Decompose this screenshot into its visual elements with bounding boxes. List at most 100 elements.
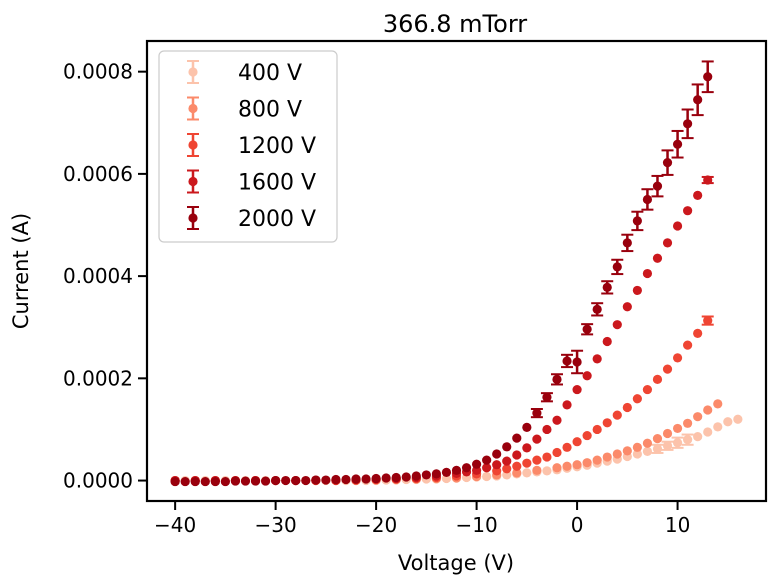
data-point [301, 475, 311, 486]
data-point [683, 206, 693, 216]
data-point [632, 216, 642, 226]
data-point [703, 405, 713, 415]
y-tick-label: 0.0008 [63, 60, 133, 84]
y-tick-label: 0.0006 [63, 162, 133, 186]
data-point [733, 414, 743, 424]
data-point [512, 468, 522, 478]
data-point [180, 476, 190, 487]
data-point [642, 446, 653, 457]
plot-frame [145, 39, 768, 503]
data-point [471, 459, 482, 469]
data-point [622, 446, 632, 456]
data-point [522, 458, 532, 468]
data-point [240, 476, 251, 486]
data-point [210, 476, 220, 487]
legend-label: 2000 V [238, 207, 316, 232]
data-point [230, 476, 241, 486]
data-point [683, 340, 693, 350]
data-point [632, 285, 642, 296]
y-tick-label: 0.0004 [63, 264, 133, 288]
data-point [683, 435, 693, 445]
legend: 400 V 800 V 1200 V 1600 V 2000 V [158, 50, 338, 243]
data-point [461, 463, 472, 473]
data-point [612, 410, 622, 420]
data-point [291, 475, 301, 486]
data-point [703, 427, 713, 437]
data-point [632, 442, 642, 452]
data-point [532, 434, 542, 444]
data-point [572, 357, 582, 367]
data-point [693, 432, 703, 442]
data-point [502, 456, 512, 466]
series-1200-v [170, 315, 714, 486]
data-point [371, 473, 381, 484]
data-point [652, 253, 663, 263]
data-point [381, 473, 391, 483]
legend-item: 2000 V [187, 206, 316, 232]
data-point [612, 320, 622, 330]
data-point [713, 399, 723, 409]
data-point [572, 384, 582, 395]
data-point [592, 354, 602, 364]
data-point [170, 476, 180, 487]
data-point [713, 422, 723, 432]
data-point [693, 190, 703, 200]
legend-item: 1200 V [187, 133, 316, 159]
data-point [522, 468, 532, 478]
data-point [592, 304, 602, 314]
data-point [321, 475, 331, 485]
data-point [421, 470, 431, 480]
x-tick-label: 10 [665, 513, 690, 537]
legend-marker [188, 176, 198, 187]
data-point [642, 268, 653, 279]
data-point [341, 474, 351, 485]
data-point [572, 460, 582, 470]
data-point [281, 475, 291, 486]
data-point [502, 442, 512, 452]
data-point [602, 452, 612, 462]
data-point [451, 465, 462, 475]
data-point [482, 471, 492, 482]
data-point [562, 442, 572, 452]
data-point [683, 119, 693, 129]
x-tick-label: −10 [455, 513, 497, 537]
data-point [672, 221, 683, 231]
data-point [542, 452, 552, 462]
data-point [592, 455, 602, 465]
legend-item: 400 V [187, 60, 302, 86]
data-point [632, 394, 642, 404]
x-axis: −40 −30 −20 −10 0 10 [154, 501, 690, 537]
legend-marker [188, 103, 198, 114]
data-point [260, 476, 271, 486]
data-point [693, 328, 703, 338]
data-point [391, 472, 401, 483]
data-point [672, 353, 683, 363]
x-axis-title: Voltage (V) [398, 551, 514, 575]
data-point [542, 466, 552, 476]
chart-title: 366.8 mTorr [383, 10, 527, 38]
legend-label: 1200 V [238, 134, 316, 159]
data-point [622, 302, 632, 312]
y-axis: 0.0000 0.0002 0.0004 0.0006 0.0008 [63, 60, 147, 493]
data-point [522, 443, 532, 453]
legend-marker [188, 67, 198, 77]
data-point [572, 437, 582, 447]
data-point [652, 374, 663, 384]
data-point [652, 434, 663, 444]
x-tick-label: −40 [154, 513, 196, 537]
data-point [602, 282, 612, 292]
data-point [693, 95, 703, 105]
legend-label: 1600 V [238, 171, 316, 196]
data-point [331, 474, 341, 485]
data-point [662, 238, 673, 248]
data-point [552, 415, 562, 425]
data-point [522, 422, 532, 432]
series-2000-v [170, 60, 714, 487]
data-point [582, 458, 592, 468]
data-point [642, 384, 653, 395]
data-point [532, 455, 542, 465]
data-point [482, 463, 492, 473]
data-point [200, 476, 210, 487]
data-point [612, 449, 622, 459]
